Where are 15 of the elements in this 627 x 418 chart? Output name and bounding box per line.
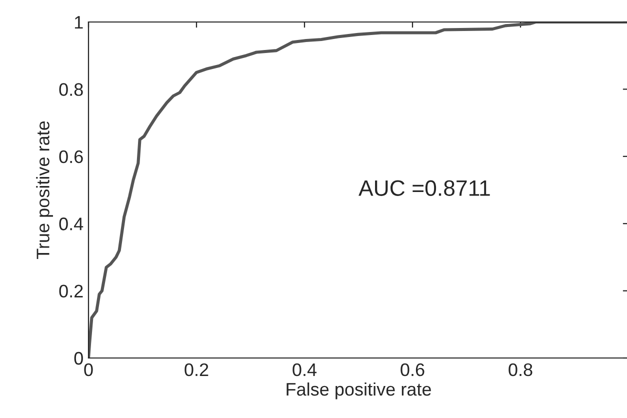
x-tick-label: 0 [84, 363, 93, 376]
y-tick-label: 0.6 [59, 150, 83, 164]
y-tick-label: 0 [74, 352, 83, 365]
x-tick-label: 0.4 [292, 363, 317, 376]
y-tick-label: 1 [74, 16, 83, 29]
y-tick-label: 0.2 [59, 284, 83, 298]
x-tick-label: 0.8 [508, 363, 532, 376]
annotation: AUC =0.8711 [358, 180, 490, 196]
line-series [88, 22, 627, 358]
y-tick-label: 0.4 [59, 218, 84, 230]
x-axis-title: False positive rate [286, 382, 431, 400]
x-tick-label: 0.6 [400, 363, 424, 376]
y-axis-title: True positive rate [36, 121, 53, 259]
x-tick-label: 0.2 [184, 363, 208, 376]
y-tick-label: 0.8 [59, 83, 83, 96]
